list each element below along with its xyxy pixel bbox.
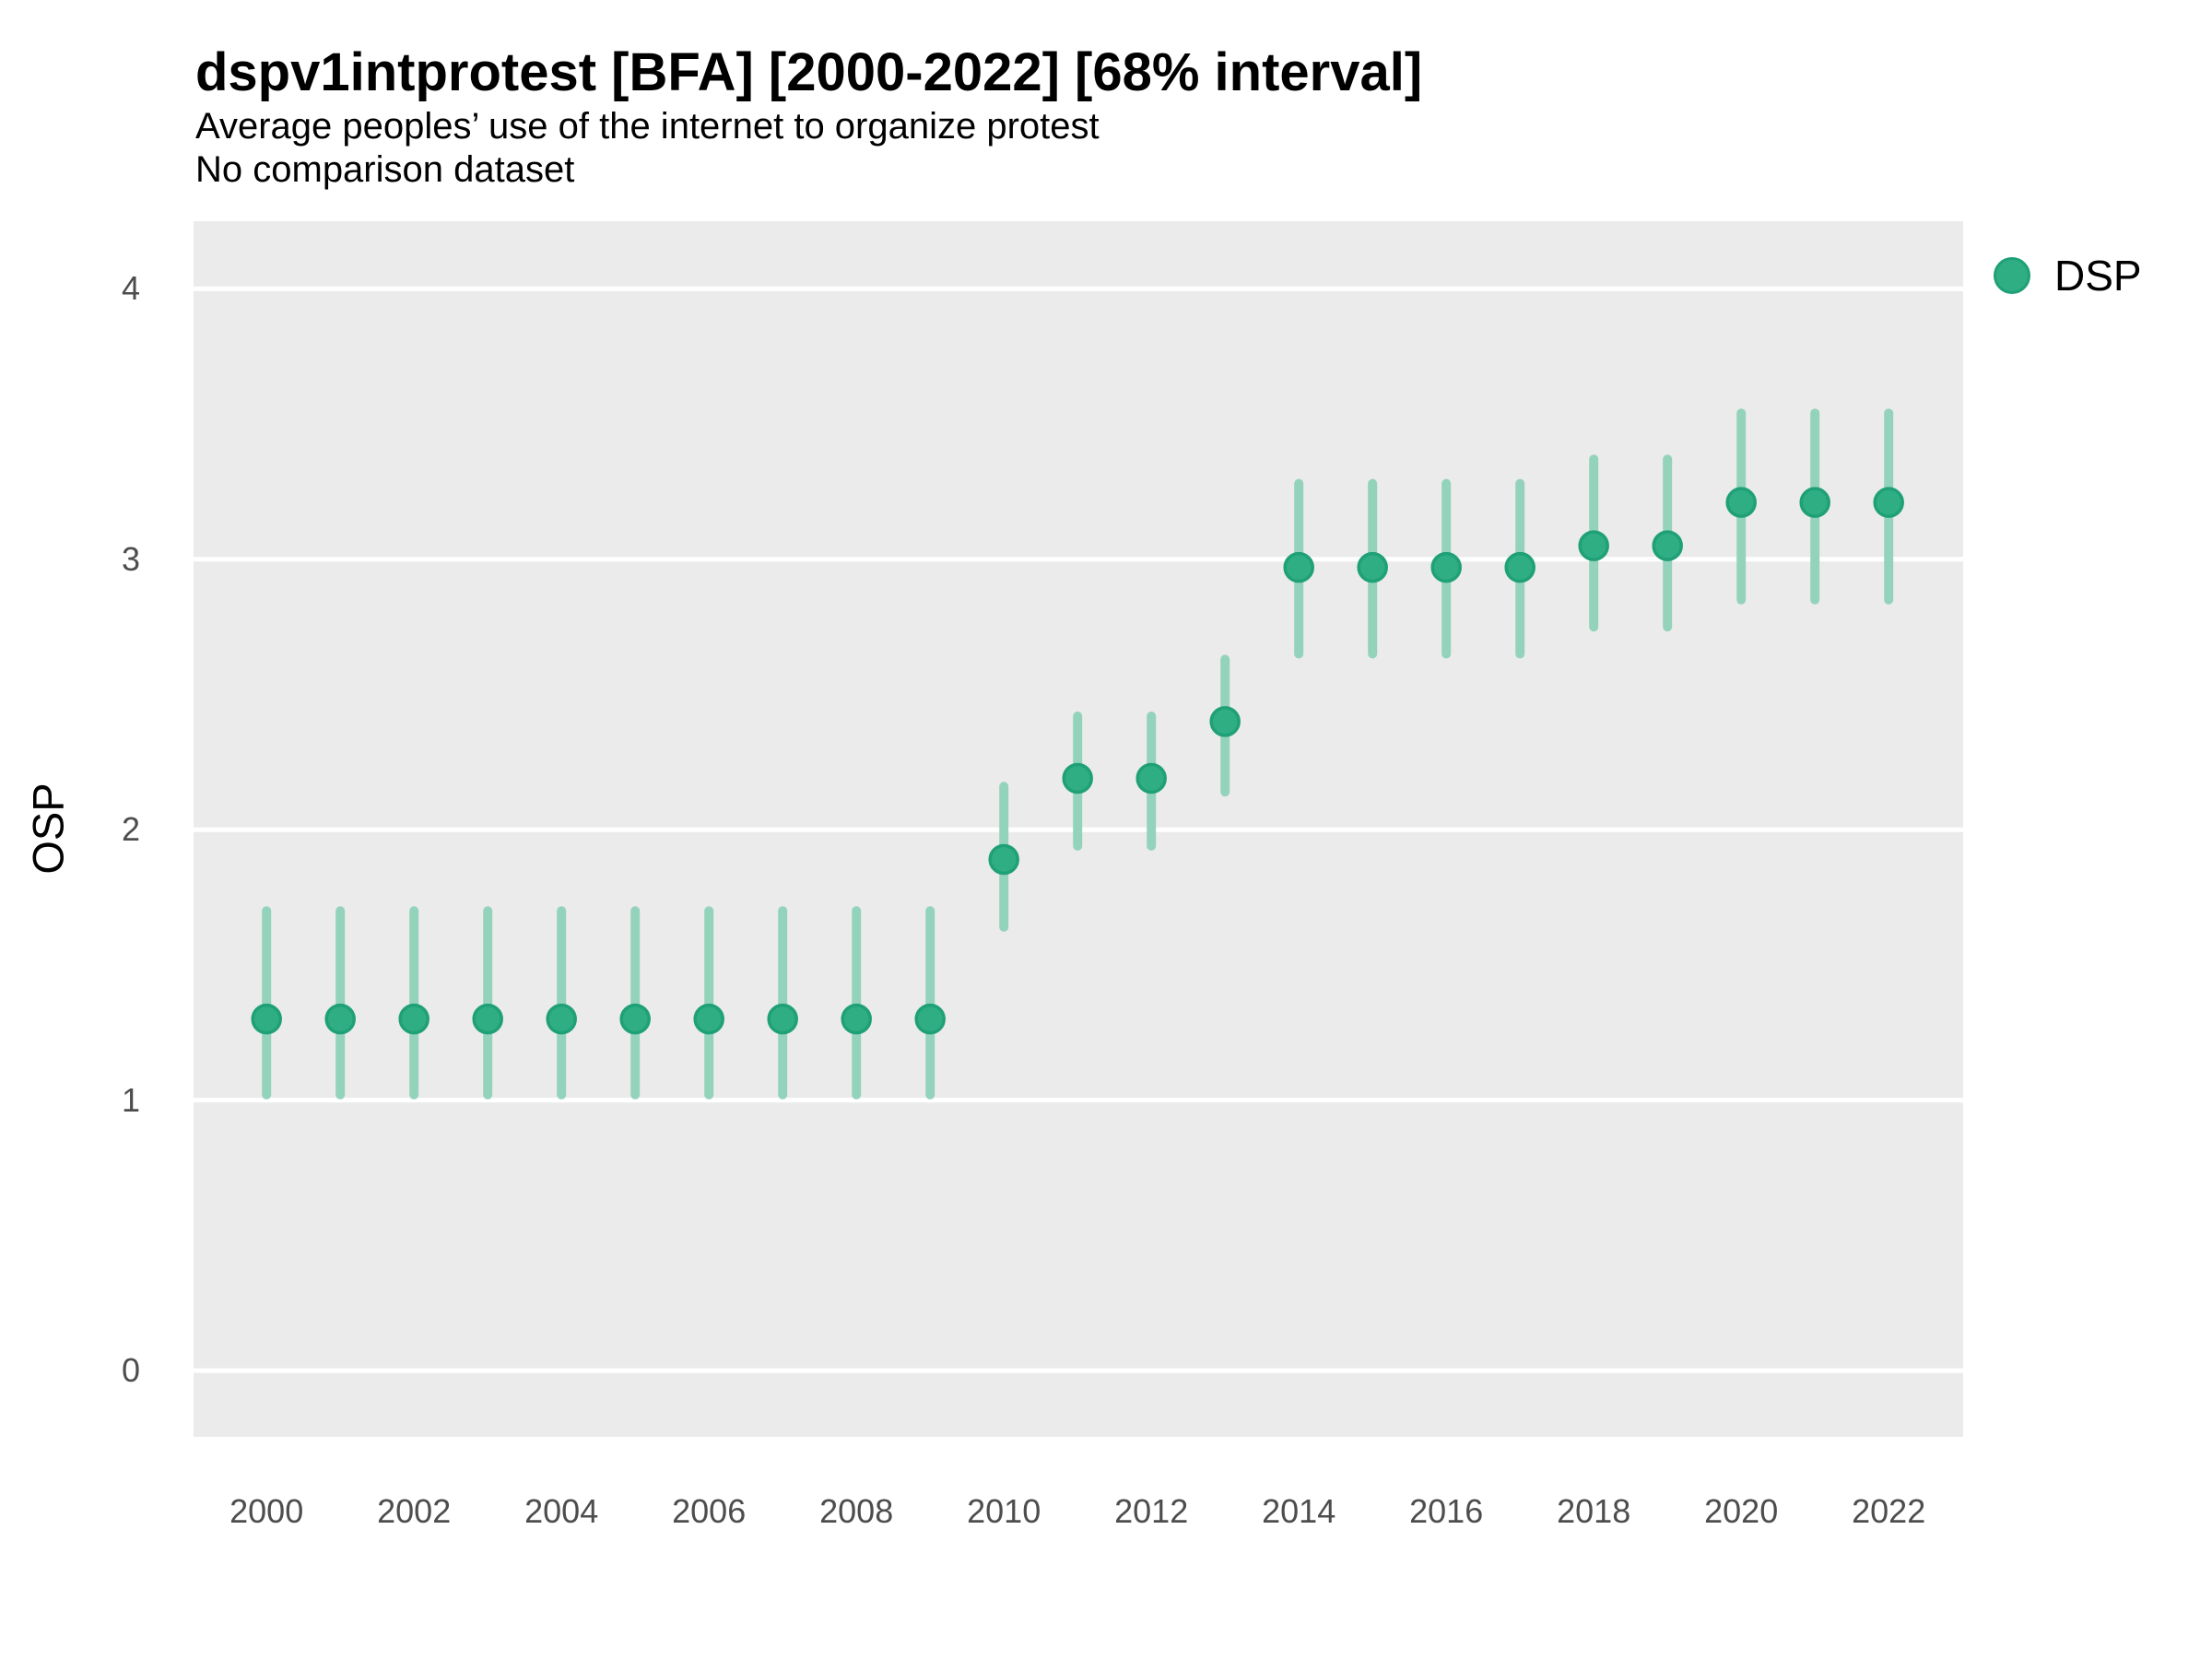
x-tick-label-2000: 2000 xyxy=(229,1492,304,1530)
point-2006 xyxy=(693,1003,724,1035)
legend: DSP xyxy=(1994,254,2142,297)
x-tick-label-2002: 2002 xyxy=(377,1492,452,1530)
point-2019 xyxy=(1652,530,1683,561)
point-2004 xyxy=(546,1003,577,1035)
plot-canvas xyxy=(194,286,1963,1373)
x-tick-label-2016: 2016 xyxy=(1409,1492,1484,1530)
legend-point-icon xyxy=(1994,257,2030,294)
x-tick-label-2004: 2004 xyxy=(524,1492,599,1530)
point-2001 xyxy=(324,1003,356,1035)
point-2002 xyxy=(398,1003,429,1035)
y-tick-label-3: 3 xyxy=(121,539,140,578)
x-tick-label-2012: 2012 xyxy=(1114,1492,1189,1530)
point-2020 xyxy=(1725,487,1757,518)
x-tick-label-2008: 2008 xyxy=(819,1492,894,1530)
point-2010 xyxy=(988,843,1019,876)
chart-subtitle: Average peoples’ use of the internet to … xyxy=(195,105,1100,147)
x-tick-label-2018: 2018 xyxy=(1557,1492,1631,1530)
y-tick-label-4: 4 xyxy=(121,269,140,308)
plot-panel xyxy=(194,221,1963,1437)
y-tick-label-1: 1 xyxy=(121,1080,140,1119)
point-2021 xyxy=(1799,487,1830,518)
x-tick-label-2022: 2022 xyxy=(1852,1492,1926,1530)
y-tick-label-0: 0 xyxy=(121,1351,140,1390)
x-tick-label-2006: 2006 xyxy=(672,1492,747,1530)
point-2015 xyxy=(1357,551,1388,583)
point-2007 xyxy=(767,1003,798,1035)
chart-note: No comparison dataset xyxy=(195,148,575,190)
point-2014 xyxy=(1283,551,1314,583)
point-2016 xyxy=(1430,551,1462,583)
x-tick-label-2010: 2010 xyxy=(967,1492,1041,1530)
point-2012 xyxy=(1135,762,1167,794)
x-tick-label-2020: 2020 xyxy=(1704,1492,1779,1530)
point-2003 xyxy=(472,1003,503,1035)
chart-header: dspv1intprotest [BFA] [2000-2022] [68% i… xyxy=(195,41,1422,192)
y-tick-label-2: 2 xyxy=(121,810,140,849)
point-2022 xyxy=(1873,487,1904,518)
point-2005 xyxy=(619,1003,651,1035)
point-2009 xyxy=(914,1003,946,1035)
x-tick-label-2014: 2014 xyxy=(1262,1492,1336,1530)
point-2000 xyxy=(251,1003,282,1035)
point-2018 xyxy=(1578,530,1609,561)
chart-title: dspv1intprotest [BFA] [2000-2022] [68% i… xyxy=(195,42,1423,102)
point-2011 xyxy=(1062,762,1093,794)
legend-item-label: DSP xyxy=(2054,252,2142,300)
point-2017 xyxy=(1504,551,1535,583)
point-2008 xyxy=(841,1003,872,1035)
point-2013 xyxy=(1209,706,1241,737)
